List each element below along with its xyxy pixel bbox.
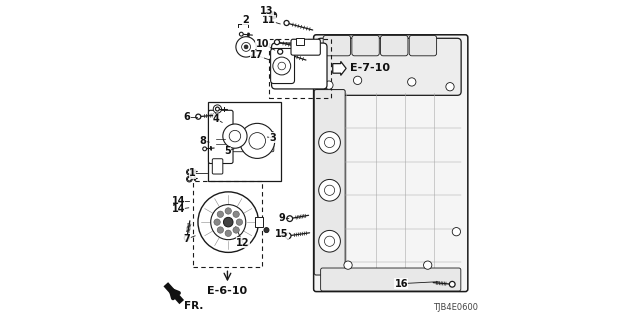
Circle shape <box>186 169 192 175</box>
Circle shape <box>324 236 335 246</box>
Circle shape <box>239 32 243 36</box>
Circle shape <box>273 57 291 75</box>
Text: 14: 14 <box>172 204 185 214</box>
Circle shape <box>408 78 416 86</box>
Text: 2: 2 <box>243 15 250 25</box>
Circle shape <box>285 233 291 239</box>
Circle shape <box>344 261 352 269</box>
Circle shape <box>214 219 220 225</box>
Circle shape <box>236 37 256 57</box>
Circle shape <box>244 45 248 49</box>
FancyBboxPatch shape <box>314 35 468 292</box>
Text: 11: 11 <box>262 15 276 26</box>
Circle shape <box>324 81 333 89</box>
Circle shape <box>196 114 201 119</box>
Circle shape <box>264 228 269 233</box>
Circle shape <box>225 208 232 214</box>
FancyBboxPatch shape <box>255 217 263 227</box>
Circle shape <box>271 14 275 17</box>
Text: 3: 3 <box>269 133 276 143</box>
Text: TJB4E0600: TJB4E0600 <box>433 303 477 312</box>
Circle shape <box>233 227 239 233</box>
Circle shape <box>249 132 266 149</box>
FancyBboxPatch shape <box>409 36 436 56</box>
FancyBboxPatch shape <box>323 36 351 56</box>
Circle shape <box>324 137 335 148</box>
FancyBboxPatch shape <box>271 49 294 84</box>
Circle shape <box>236 219 243 225</box>
Text: 12: 12 <box>236 238 250 248</box>
Text: 4: 4 <box>213 114 220 124</box>
Text: 14: 14 <box>172 196 185 206</box>
Text: 7: 7 <box>184 234 190 244</box>
Circle shape <box>278 62 285 70</box>
FancyBboxPatch shape <box>209 110 233 164</box>
Circle shape <box>213 105 221 113</box>
Bar <box>208 102 281 181</box>
Circle shape <box>319 132 340 153</box>
Circle shape <box>446 83 454 91</box>
Text: 15: 15 <box>275 229 289 239</box>
Text: 1: 1 <box>189 168 196 178</box>
Circle shape <box>240 123 275 158</box>
Circle shape <box>424 261 432 269</box>
Circle shape <box>186 176 192 182</box>
FancyBboxPatch shape <box>317 38 461 95</box>
Circle shape <box>324 185 335 196</box>
Text: 5: 5 <box>224 146 231 156</box>
Circle shape <box>449 281 455 287</box>
Circle shape <box>184 236 189 241</box>
FancyBboxPatch shape <box>314 90 345 275</box>
Circle shape <box>203 147 207 151</box>
FancyBboxPatch shape <box>271 43 327 89</box>
Circle shape <box>284 20 289 26</box>
FancyBboxPatch shape <box>352 36 380 56</box>
Bar <box>269 39 331 98</box>
Circle shape <box>269 12 276 19</box>
Text: 10: 10 <box>256 39 269 49</box>
Circle shape <box>353 76 362 84</box>
Circle shape <box>319 230 340 252</box>
FancyBboxPatch shape <box>296 38 304 45</box>
Circle shape <box>278 49 283 54</box>
Circle shape <box>233 211 239 217</box>
Circle shape <box>188 170 191 174</box>
Text: 17: 17 <box>250 51 264 60</box>
Circle shape <box>198 192 259 252</box>
Circle shape <box>188 177 191 181</box>
Polygon shape <box>333 61 346 76</box>
Circle shape <box>216 107 220 111</box>
Circle shape <box>216 107 220 111</box>
Text: 6: 6 <box>184 112 190 122</box>
Circle shape <box>242 43 250 51</box>
FancyBboxPatch shape <box>321 268 461 291</box>
Circle shape <box>229 130 241 142</box>
Circle shape <box>217 211 223 217</box>
FancyBboxPatch shape <box>222 132 274 152</box>
Text: 9: 9 <box>278 213 285 223</box>
Text: FR.: FR. <box>184 301 204 311</box>
Circle shape <box>223 217 233 227</box>
Text: 8: 8 <box>199 136 206 146</box>
FancyBboxPatch shape <box>291 39 320 55</box>
Bar <box>193 181 262 267</box>
Text: 13: 13 <box>260 6 273 16</box>
FancyBboxPatch shape <box>212 159 223 174</box>
Text: E-6-10: E-6-10 <box>207 286 248 296</box>
Circle shape <box>319 180 340 201</box>
Circle shape <box>287 216 292 221</box>
Circle shape <box>275 40 280 45</box>
Circle shape <box>211 204 246 240</box>
FancyBboxPatch shape <box>381 36 408 56</box>
Text: 16: 16 <box>394 279 408 289</box>
Circle shape <box>223 124 247 148</box>
Circle shape <box>217 227 223 233</box>
Circle shape <box>452 228 461 236</box>
Circle shape <box>225 230 232 236</box>
Text: E-7-10: E-7-10 <box>350 63 390 73</box>
